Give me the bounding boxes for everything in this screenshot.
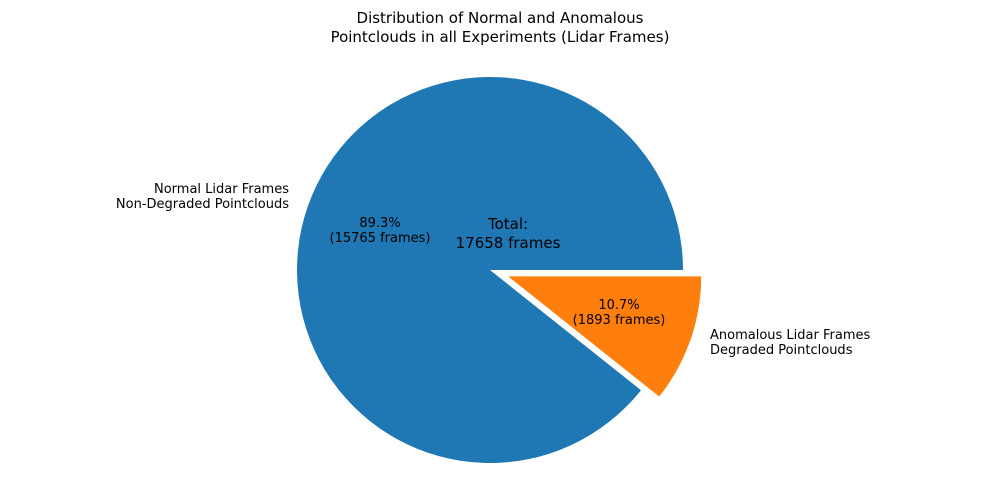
slice-value-normal: 89.3% (15765 frames): [329, 216, 431, 246]
chart-title: Distribution of Normal and Anomalous Poi…: [330, 9, 670, 46]
center-total-annotation: Total: 17658 frames: [455, 215, 561, 252]
slice-value-anomalous: 10.7% (1893 frames): [572, 298, 666, 328]
pie-slice-normal: [297, 77, 683, 464]
pie-slice-anomalous: [508, 276, 702, 397]
slice-label-normal: Normal Lidar Frames Non-Degraded Pointcl…: [115, 182, 289, 212]
slice-label-anomalous: Anomalous Lidar Frames Degraded Pointclo…: [710, 328, 871, 358]
